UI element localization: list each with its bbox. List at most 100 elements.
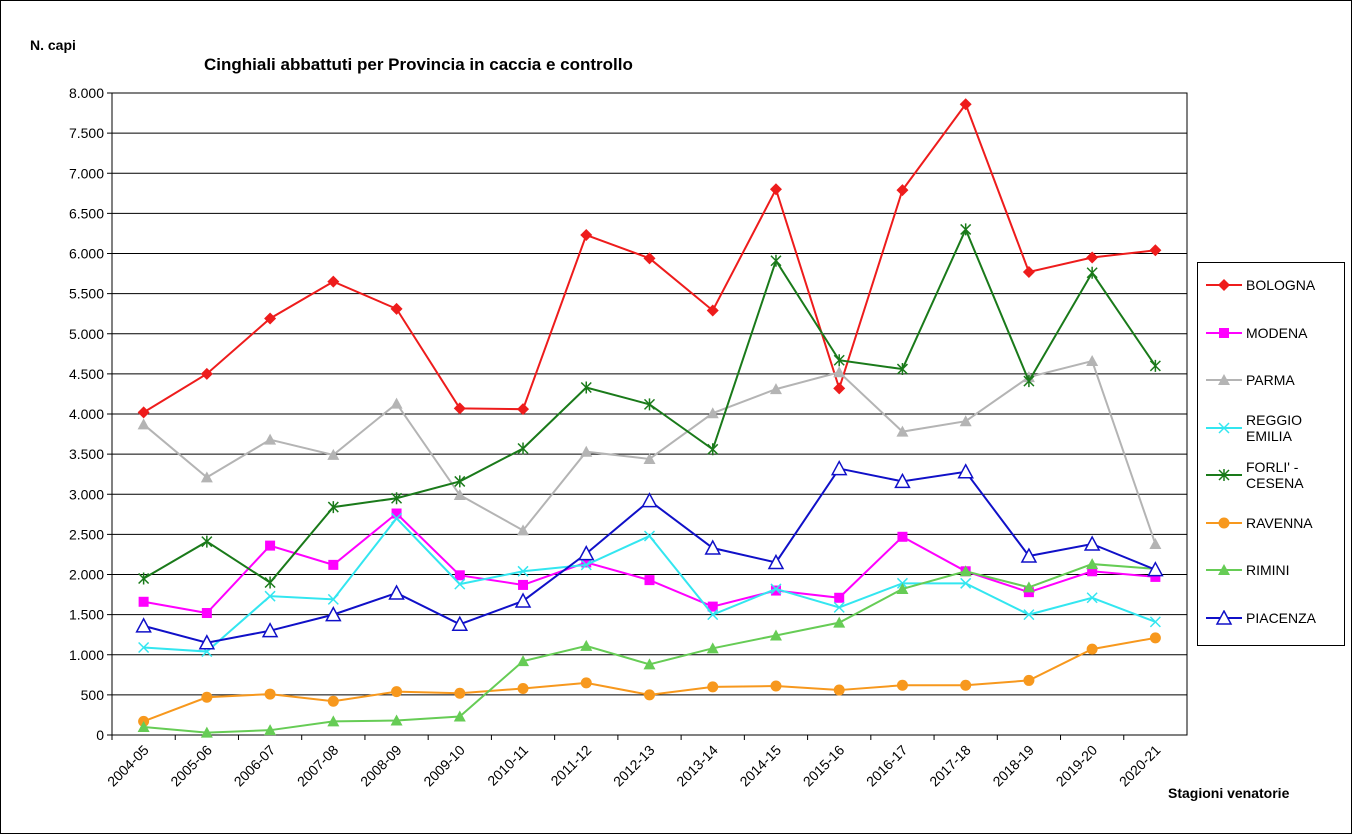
- marker: [580, 445, 593, 457]
- marker: [770, 583, 782, 595]
- x-tick-label: 2014-15: [736, 742, 784, 790]
- legend-item: REGGIO EMILIA: [1206, 408, 1324, 448]
- marker: [388, 584, 405, 600]
- marker: [138, 572, 150, 585]
- legend-swatch: [1206, 327, 1242, 338]
- marker: [896, 582, 909, 594]
- y-tick-label: 2.500: [69, 526, 104, 542]
- x-tick-label: 2015-16: [800, 742, 848, 790]
- marker: [706, 642, 719, 654]
- marker: [894, 472, 911, 489]
- marker: [137, 720, 150, 732]
- marker: [896, 184, 909, 197]
- marker: [327, 275, 340, 288]
- legend-swatch: [1206, 279, 1242, 291]
- x-tick-label: 2017-18: [926, 742, 974, 790]
- legend: BOLOGNA MODENA PARMA REGGIO EMILIA FORLI' - …: [1197, 262, 1345, 646]
- marker: [1149, 538, 1162, 550]
- marker: [707, 609, 719, 621]
- y-tick-label: 0: [96, 727, 104, 743]
- legend-item: PARMA: [1206, 360, 1324, 400]
- x-tick-label: 2018-19: [989, 742, 1037, 790]
- marker: [770, 585, 781, 596]
- y-tick-label: 500: [81, 687, 105, 703]
- marker: [769, 383, 782, 395]
- marker: [328, 559, 339, 570]
- marker: [770, 680, 782, 692]
- marker: [454, 570, 465, 581]
- marker: [200, 367, 213, 380]
- marker: [453, 489, 466, 501]
- marker: [960, 679, 972, 691]
- y-axis-label: N. capi: [30, 37, 76, 53]
- legend-label: PIACENZA: [1246, 609, 1317, 626]
- marker: [641, 492, 658, 508]
- marker: [517, 565, 529, 577]
- legend-label: FORLI' - CESENA: [1246, 459, 1304, 491]
- marker: [264, 576, 276, 589]
- marker: [391, 512, 403, 524]
- marker: [1147, 561, 1164, 577]
- marker: [767, 553, 785, 570]
- marker: [896, 425, 909, 437]
- marker: [1020, 547, 1038, 563]
- x-tick-label: 2013-14: [673, 742, 721, 790]
- marker: [391, 492, 403, 505]
- legend-swatch: [1206, 421, 1242, 434]
- x-axis-label: Stagioni venatorie: [1168, 785, 1290, 801]
- marker: [830, 459, 848, 476]
- marker: [517, 655, 530, 667]
- marker: [1218, 469, 1230, 481]
- marker: [514, 592, 532, 608]
- marker: [580, 677, 592, 689]
- marker: [264, 590, 276, 602]
- x-tick-label: 2005-06: [167, 742, 215, 790]
- marker: [201, 608, 212, 619]
- marker: [1218, 564, 1230, 575]
- marker: [643, 530, 656, 542]
- marker: [201, 691, 213, 703]
- marker: [1149, 359, 1161, 372]
- marker: [1218, 279, 1230, 291]
- marker: [454, 475, 466, 488]
- legend-item: MODENA: [1206, 313, 1324, 353]
- marker: [706, 407, 719, 419]
- y-tick-label: 3.500: [69, 446, 104, 462]
- marker: [517, 682, 529, 694]
- y-tick-label: 5.000: [69, 326, 104, 342]
- marker: [327, 448, 340, 460]
- marker: [137, 418, 150, 430]
- marker: [1218, 374, 1230, 385]
- marker: [264, 312, 277, 325]
- marker: [960, 223, 972, 236]
- marker: [1149, 616, 1161, 628]
- marker: [644, 689, 655, 701]
- marker: [1086, 251, 1099, 264]
- marker: [707, 681, 719, 693]
- marker: [580, 381, 592, 394]
- marker: [1149, 244, 1162, 257]
- marker: [453, 710, 466, 722]
- x-tick-label: 2020-21: [1116, 742, 1164, 790]
- marker: [200, 471, 213, 483]
- marker: [391, 508, 402, 519]
- marker: [896, 363, 908, 376]
- marker: [453, 402, 466, 415]
- marker: [264, 688, 276, 700]
- marker: [896, 679, 908, 691]
- legend-swatch: [1206, 374, 1242, 385]
- marker: [1087, 566, 1098, 577]
- marker: [897, 531, 908, 542]
- marker: [1086, 643, 1098, 655]
- legend-label: PARMA: [1246, 372, 1295, 388]
- marker: [959, 565, 972, 577]
- marker: [265, 540, 276, 551]
- legend-label: MODENA: [1246, 324, 1308, 341]
- marker: [200, 726, 213, 738]
- marker: [138, 596, 149, 607]
- marker: [391, 686, 403, 698]
- marker: [833, 366, 846, 378]
- marker: [769, 183, 782, 196]
- chart-title: Cinghiali abbattuti per Provincia in cac…: [204, 55, 633, 74]
- marker: [390, 397, 403, 409]
